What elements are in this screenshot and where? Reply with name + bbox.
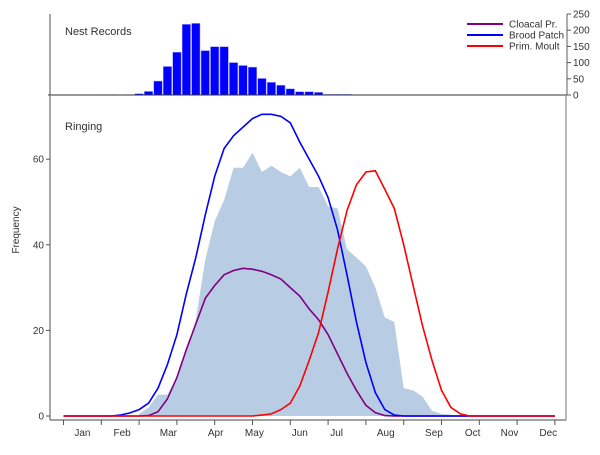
legend-label: Cloacal Pr. (509, 20, 557, 31)
nest-bar (266, 82, 276, 96)
nest-bar (181, 24, 191, 96)
y-axis-tick-label: 0 (38, 412, 44, 423)
x-axis-month-label: Dec (539, 428, 557, 439)
nest-bar (144, 91, 154, 96)
x-axis-month-label: Jun (292, 428, 308, 439)
right-axis-tick-label: 250 (573, 10, 590, 21)
series-line-prim-moult (63, 169, 555, 417)
nest-bar (153, 80, 163, 96)
right-axis-tick-label: 100 (573, 58, 590, 69)
right-axis-tick-label: 0 (573, 91, 579, 102)
right-axis-tick-label: 150 (573, 42, 590, 53)
x-axis-month-label: Jul (330, 428, 343, 439)
x-axis-month-label: Sep (425, 428, 443, 439)
y-axis-tick-label: 40 (33, 240, 45, 251)
ringing-area (139, 152, 461, 416)
x-axis-month-label: Nov (501, 428, 519, 439)
nest-bar (210, 46, 220, 96)
x-axis-month-label: Jan (74, 428, 90, 439)
y-axis-tick-label: 60 (33, 155, 45, 166)
nest-bar (248, 66, 257, 96)
x-axis-month-label: Feb (113, 428, 131, 439)
right-axis-tick-label: 50 (573, 74, 585, 85)
x-axis-month-label: May (245, 428, 264, 439)
x-axis-month-label: Apr (208, 428, 224, 439)
nest-records-label: Nest Records (65, 26, 132, 38)
nest-bar (219, 46, 229, 96)
nest-bar (257, 78, 267, 96)
y-axis-label: Frequency (11, 206, 22, 253)
nest-bar (285, 88, 295, 96)
ringing-panel: 0 20 40 60 Jan Feb Mar Apr May Jun Jul Aug Sep Oct Nov… (33, 95, 567, 439)
nest-bar (229, 62, 239, 96)
nest-bar (276, 85, 286, 96)
nest-bar (172, 51, 182, 96)
y-axis-tick-label: 20 (33, 326, 45, 337)
nest-bar (238, 65, 248, 96)
legend-label: Brood Patch (509, 31, 564, 42)
nest-bar (200, 50, 210, 96)
x-axis-month-label: Mar (160, 428, 178, 439)
legend-label: Prim. Moult (509, 42, 560, 53)
x-axis-month-label: Oct (465, 428, 481, 439)
nest-bar (191, 23, 201, 96)
right-axis-tick-label: 200 (573, 26, 590, 37)
nest-bar (163, 66, 172, 96)
x-axis-month-label: Aug (377, 428, 395, 439)
ringing-label: Ringing (65, 121, 102, 133)
nest-records-panel: 0 50 100 150 200 250 (48, 10, 590, 102)
